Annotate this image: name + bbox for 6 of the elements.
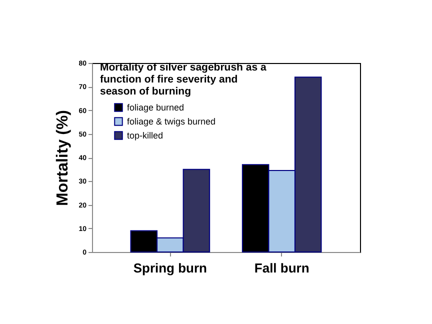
x-tick-label: Spring burn [133, 260, 208, 276]
y-axis-title: Mortality (%) [54, 110, 72, 206]
x-tick-label: Fall burn [254, 260, 310, 276]
legend-label: top-killed [127, 130, 164, 140]
legend-label: foliage burned [127, 102, 184, 112]
legend-label: foliage & twigs burned [127, 116, 216, 126]
